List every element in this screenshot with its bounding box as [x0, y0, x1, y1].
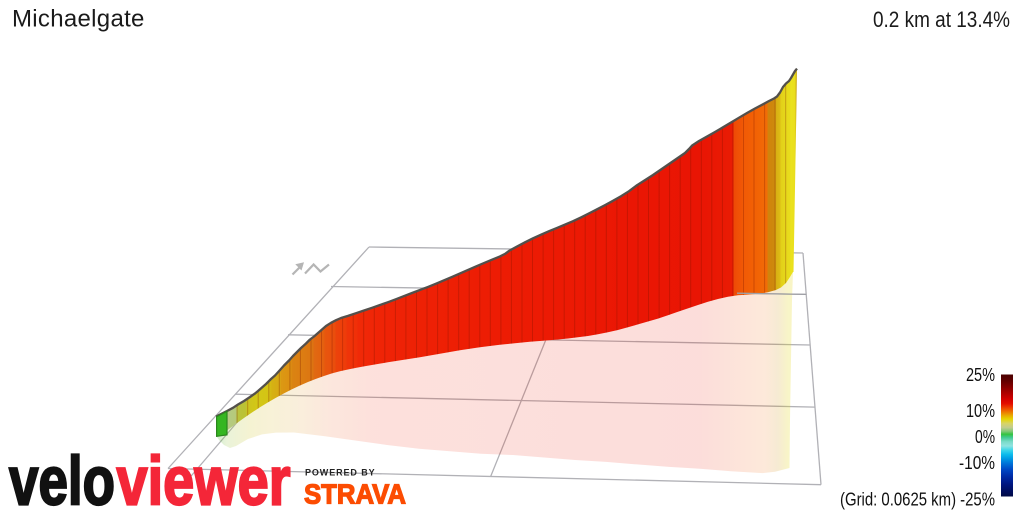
svg-text:velo: velo — [9, 443, 115, 512]
svg-text:STRAVA: STRAVA — [304, 479, 406, 510]
svg-text:25%: 25% — [966, 365, 995, 385]
svg-text:POWERED BY: POWERED BY — [305, 468, 376, 478]
svg-text:-10%: -10% — [959, 453, 995, 473]
svg-text:10%: 10% — [966, 401, 995, 421]
svg-text:viewer: viewer — [117, 443, 291, 512]
svg-text:0.2 km at 13.4%: 0.2 km at 13.4% — [873, 7, 1010, 32]
svg-text:(Grid: 0.0625 km) -25%: (Grid: 0.0625 km) -25% — [840, 489, 995, 509]
svg-text:Michaelgate: Michaelgate — [12, 6, 145, 33]
svg-text:0%: 0% — [975, 427, 995, 447]
